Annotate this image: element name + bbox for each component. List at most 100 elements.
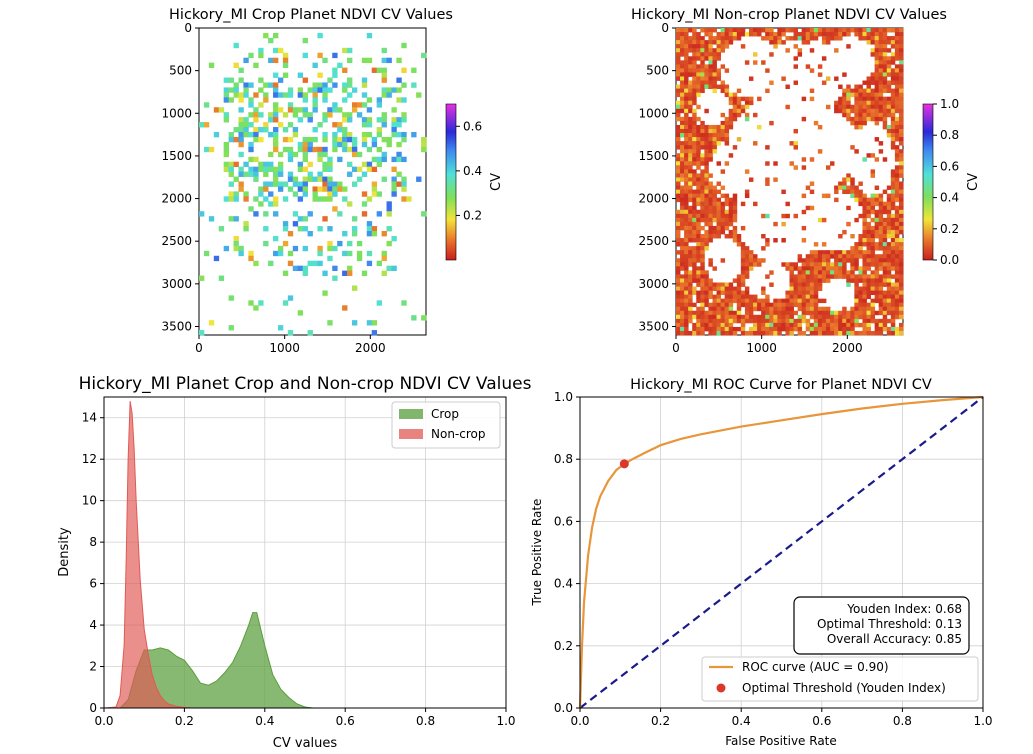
crop-pixel [268,191,274,197]
crop-pixel [248,52,254,59]
noncrop-pixel [676,314,681,320]
crop-pixel [361,161,368,168]
noncrop-pixel [700,217,705,223]
crop-pixel [258,47,264,54]
noncrop-pixel [878,36,884,41]
noncrop-pixel [696,52,701,57]
noncrop-pixel [862,209,867,215]
crop-pixel [233,87,239,93]
noncrop-pixel [850,116,855,122]
crop-pixel [342,141,348,148]
noncrop-pixel [898,88,904,94]
noncrop-pixel [696,221,701,227]
crop-pixel [322,186,328,192]
crop-pixel [248,156,254,163]
noncrop-pixel [692,60,697,65]
noncrop-pixel [700,68,705,73]
noncrop-pixel [834,76,839,81]
noncrop-pixel [898,302,904,308]
noncrop-pixel [842,270,847,275]
crop-pixel [322,87,328,93]
noncrop-pixel [862,274,867,279]
noncrop-pixel [874,80,880,85]
noncrop-pixel [821,270,827,275]
noncrop-pixel [676,225,681,231]
noncrop-pixel [878,76,884,81]
noncrop-pixel [680,246,685,251]
noncrop-pixel [676,310,681,316]
noncrop-pixel [781,322,786,328]
noncrop-pixel [700,314,705,320]
noncrop-pixel [704,161,709,166]
crop-pixel [396,77,402,83]
noncrop-pixel [870,246,876,251]
crop-pixel [371,136,378,143]
noncrop-pixel [676,326,681,332]
density-panel: Hickory_MI Planet Crop and Non-crop NDVI… [57,374,532,751]
crop-pixel [366,226,373,232]
noncrop-pixel [862,254,867,259]
noncrop-pixel [797,318,803,324]
noncrop-pixel [765,181,770,186]
noncrop-pixel [809,326,815,332]
noncrop-pixel [882,250,888,255]
noncrop-pixel [898,270,904,275]
noncrop-pixel [748,262,754,267]
noncrop-pixel [874,262,880,267]
noncrop-pixel [676,258,681,263]
noncrop-pixel [821,298,827,304]
noncrop-pixel [878,294,884,300]
crop-pixel [376,131,382,138]
noncrop-pixel [700,181,705,186]
noncrop-pixel [866,262,871,267]
noncrop-pixel [898,330,904,336]
noncrop-pixel [821,266,827,271]
noncrop-pixel [684,60,689,65]
noncrop-pixel [898,64,904,69]
crop-pixel [317,72,323,78]
noncrop-pixel [842,322,847,328]
noncrop-pixel [684,242,689,247]
noncrop-pixel [801,209,807,215]
noncrop-pixel [854,262,859,267]
noncrop-pixel [761,326,766,332]
crop-pixel [263,32,269,39]
noncrop-pixel [753,60,758,65]
noncrop-pixel [817,330,823,336]
noncrop-pixel [817,278,823,283]
noncrop-pixel [842,100,847,106]
noncrop-pixel [696,298,701,304]
crop-pixel [223,112,229,118]
noncrop-pixel [740,330,746,336]
noncrop-pixel [870,169,876,174]
crop-pixel [401,300,407,306]
noncrop-pixel [777,32,782,37]
crop-pixel [317,250,323,257]
noncrop-pixel [878,209,884,215]
noncrop-pixel [886,108,892,114]
noncrop-pixel [793,165,798,170]
noncrop-pixel [680,274,685,279]
crop-pixel [327,161,333,168]
noncrop-pixel [886,96,892,102]
noncrop-pixel [684,141,689,146]
crop-pixel [268,161,274,168]
noncrop-pixel [866,258,871,263]
noncrop-pixel [704,44,709,49]
noncrop-pixel [878,60,884,65]
crop-pixel [381,176,387,182]
noncrop-pixel [736,104,742,110]
noncrop-pixel [809,274,815,279]
noncrop-pixel [748,298,754,304]
noncrop-pixel [878,80,884,85]
noncrop-pixel [793,274,798,279]
crop-pixel [366,320,373,326]
crop-pixel [317,82,323,88]
noncrop-pixel [878,322,884,328]
crop-pixel [351,231,358,237]
noncrop-pixel [813,32,819,37]
noncrop-pixel [684,189,689,195]
noncrop-pixel [838,28,843,33]
noncrop-pixel [793,28,798,33]
noncrop-pixel [724,298,730,304]
